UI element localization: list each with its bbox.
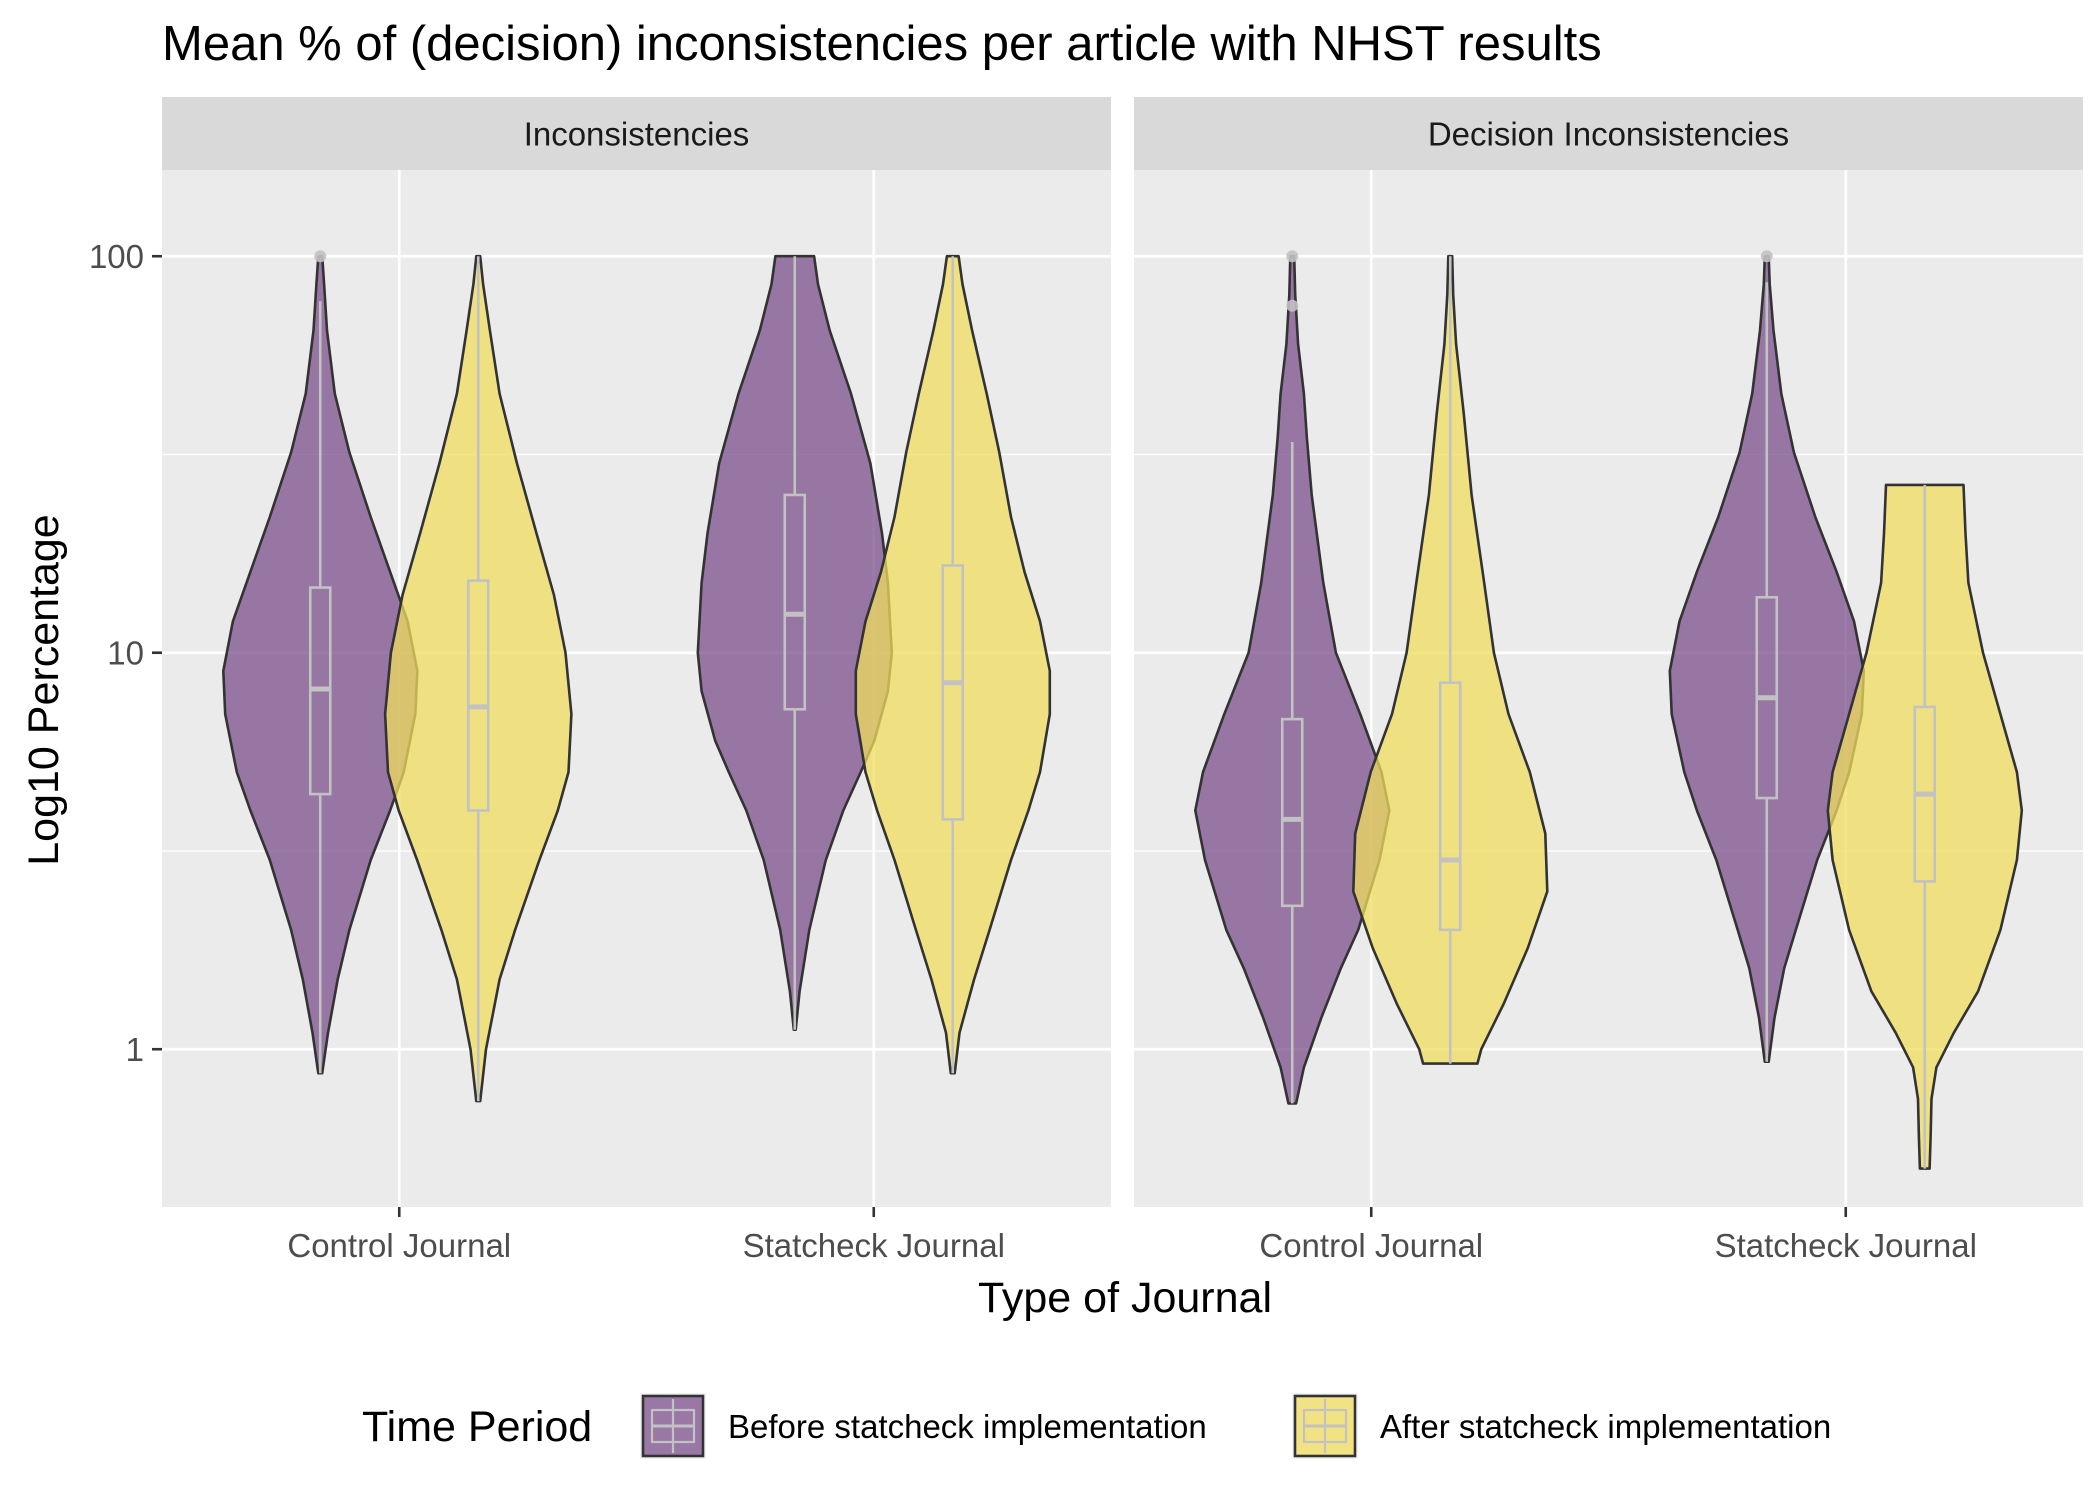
strip-background — [162, 97, 1111, 170]
legend-label: Before statcheck implementation — [728, 1408, 1207, 1445]
boxplot — [1755, 250, 1779, 1062]
facet-panels: Inconsistencies Decision Inconsistencies — [162, 97, 2083, 1207]
box-iqr — [783, 493, 807, 711]
outlier-point — [314, 250, 327, 263]
outlier-point — [1286, 250, 1299, 263]
boxplot — [1438, 256, 1462, 1064]
strip-background — [1134, 97, 2083, 170]
legend-label: After statcheck implementation — [1380, 1408, 1831, 1445]
y-axis-title: Log10 Percentage — [20, 514, 68, 865]
x-tick-label: Statcheck Journal — [1715, 1227, 1977, 1264]
y-tick-label: 100 — [89, 238, 144, 275]
strip-label: Decision Inconsistencies — [1428, 116, 1789, 153]
box-iqr — [466, 579, 490, 812]
violin-shape — [1826, 483, 2024, 1170]
outlier-point — [1286, 299, 1299, 312]
x-axis: Control Journal Statcheck Journal Control … — [287, 1207, 1977, 1264]
boxplot — [783, 256, 807, 1030]
y-tick-label: 1 — [126, 1031, 144, 1068]
violin-shape — [383, 254, 573, 1103]
x-tick-label: Control Journal — [287, 1227, 511, 1264]
boxplot — [308, 250, 332, 1074]
y-tick-label: 10 — [107, 635, 144, 672]
legend-entry: Before statcheck implementation — [640, 1393, 1207, 1459]
legend-entry: After statcheck implementation — [1292, 1393, 1831, 1459]
x-tick-label: Statcheck Journal — [743, 1227, 1005, 1264]
panel-0: Inconsistencies — [162, 97, 1111, 1207]
legend-title: Time Period — [362, 1403, 592, 1451]
box-iqr — [941, 564, 965, 821]
box-iqr — [1438, 681, 1462, 932]
box-iqr — [1280, 717, 1304, 908]
strip-label: Inconsistencies — [524, 116, 750, 153]
violin-shape — [854, 254, 1052, 1075]
legend: Time Period Before statcheck implementati… — [362, 1393, 1831, 1459]
outlier-point — [1760, 250, 1773, 263]
boxplot — [466, 256, 490, 1102]
y-axis: 1 10 100 — [89, 238, 162, 1068]
boxplot — [941, 256, 965, 1074]
panel-1: Decision Inconsistencies — [1134, 97, 2083, 1207]
x-axis-title: Type of Journal — [978, 1274, 1272, 1322]
boxplot — [1280, 250, 1304, 1104]
x-tick-label: Control Journal — [1259, 1227, 1483, 1264]
boxplot — [1913, 484, 1937, 1169]
chart-title: Mean % of (decision) inconsistencies per… — [162, 17, 1602, 71]
